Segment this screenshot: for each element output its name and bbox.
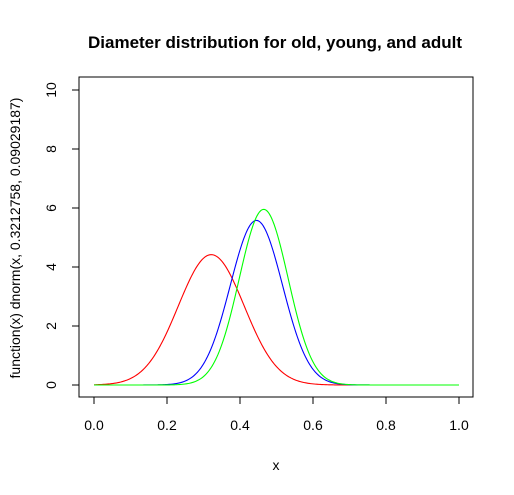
- series-line-1: [93, 254, 459, 386]
- plot-box: [78, 76, 474, 398]
- x-tick-label: 0.4: [230, 417, 250, 433]
- y-tick-label: 4: [43, 263, 59, 271]
- y-tick-label: 0: [43, 381, 59, 389]
- y-axis: 0 2 4 6 8 10: [43, 82, 80, 389]
- series-line-2: [94, 219, 459, 386]
- series-group: [93, 208, 459, 386]
- y-tick-label: 10: [43, 82, 59, 98]
- y-axis-label: function(x) dnorm(x, 0.3212758, 0.090291…: [7, 98, 23, 379]
- x-tick-label: 1.0: [449, 417, 469, 433]
- x-tick-label: 0.2: [157, 417, 177, 433]
- x-axis-label: x: [273, 457, 280, 473]
- y-tick-label: 6: [43, 204, 59, 212]
- y-tick-label: 8: [43, 145, 59, 153]
- y-tick-label: 2: [43, 322, 59, 330]
- series-line-3: [94, 208, 459, 386]
- x-tick-label: 0.0: [84, 417, 104, 433]
- chart-title: Diameter distribution for old, young, an…: [88, 33, 462, 52]
- x-tick-label: 0.8: [376, 417, 396, 433]
- x-axis: 0.0 0.2 0.4 0.6 0.8 1.0: [84, 396, 469, 433]
- x-tick-label: 0.6: [303, 417, 323, 433]
